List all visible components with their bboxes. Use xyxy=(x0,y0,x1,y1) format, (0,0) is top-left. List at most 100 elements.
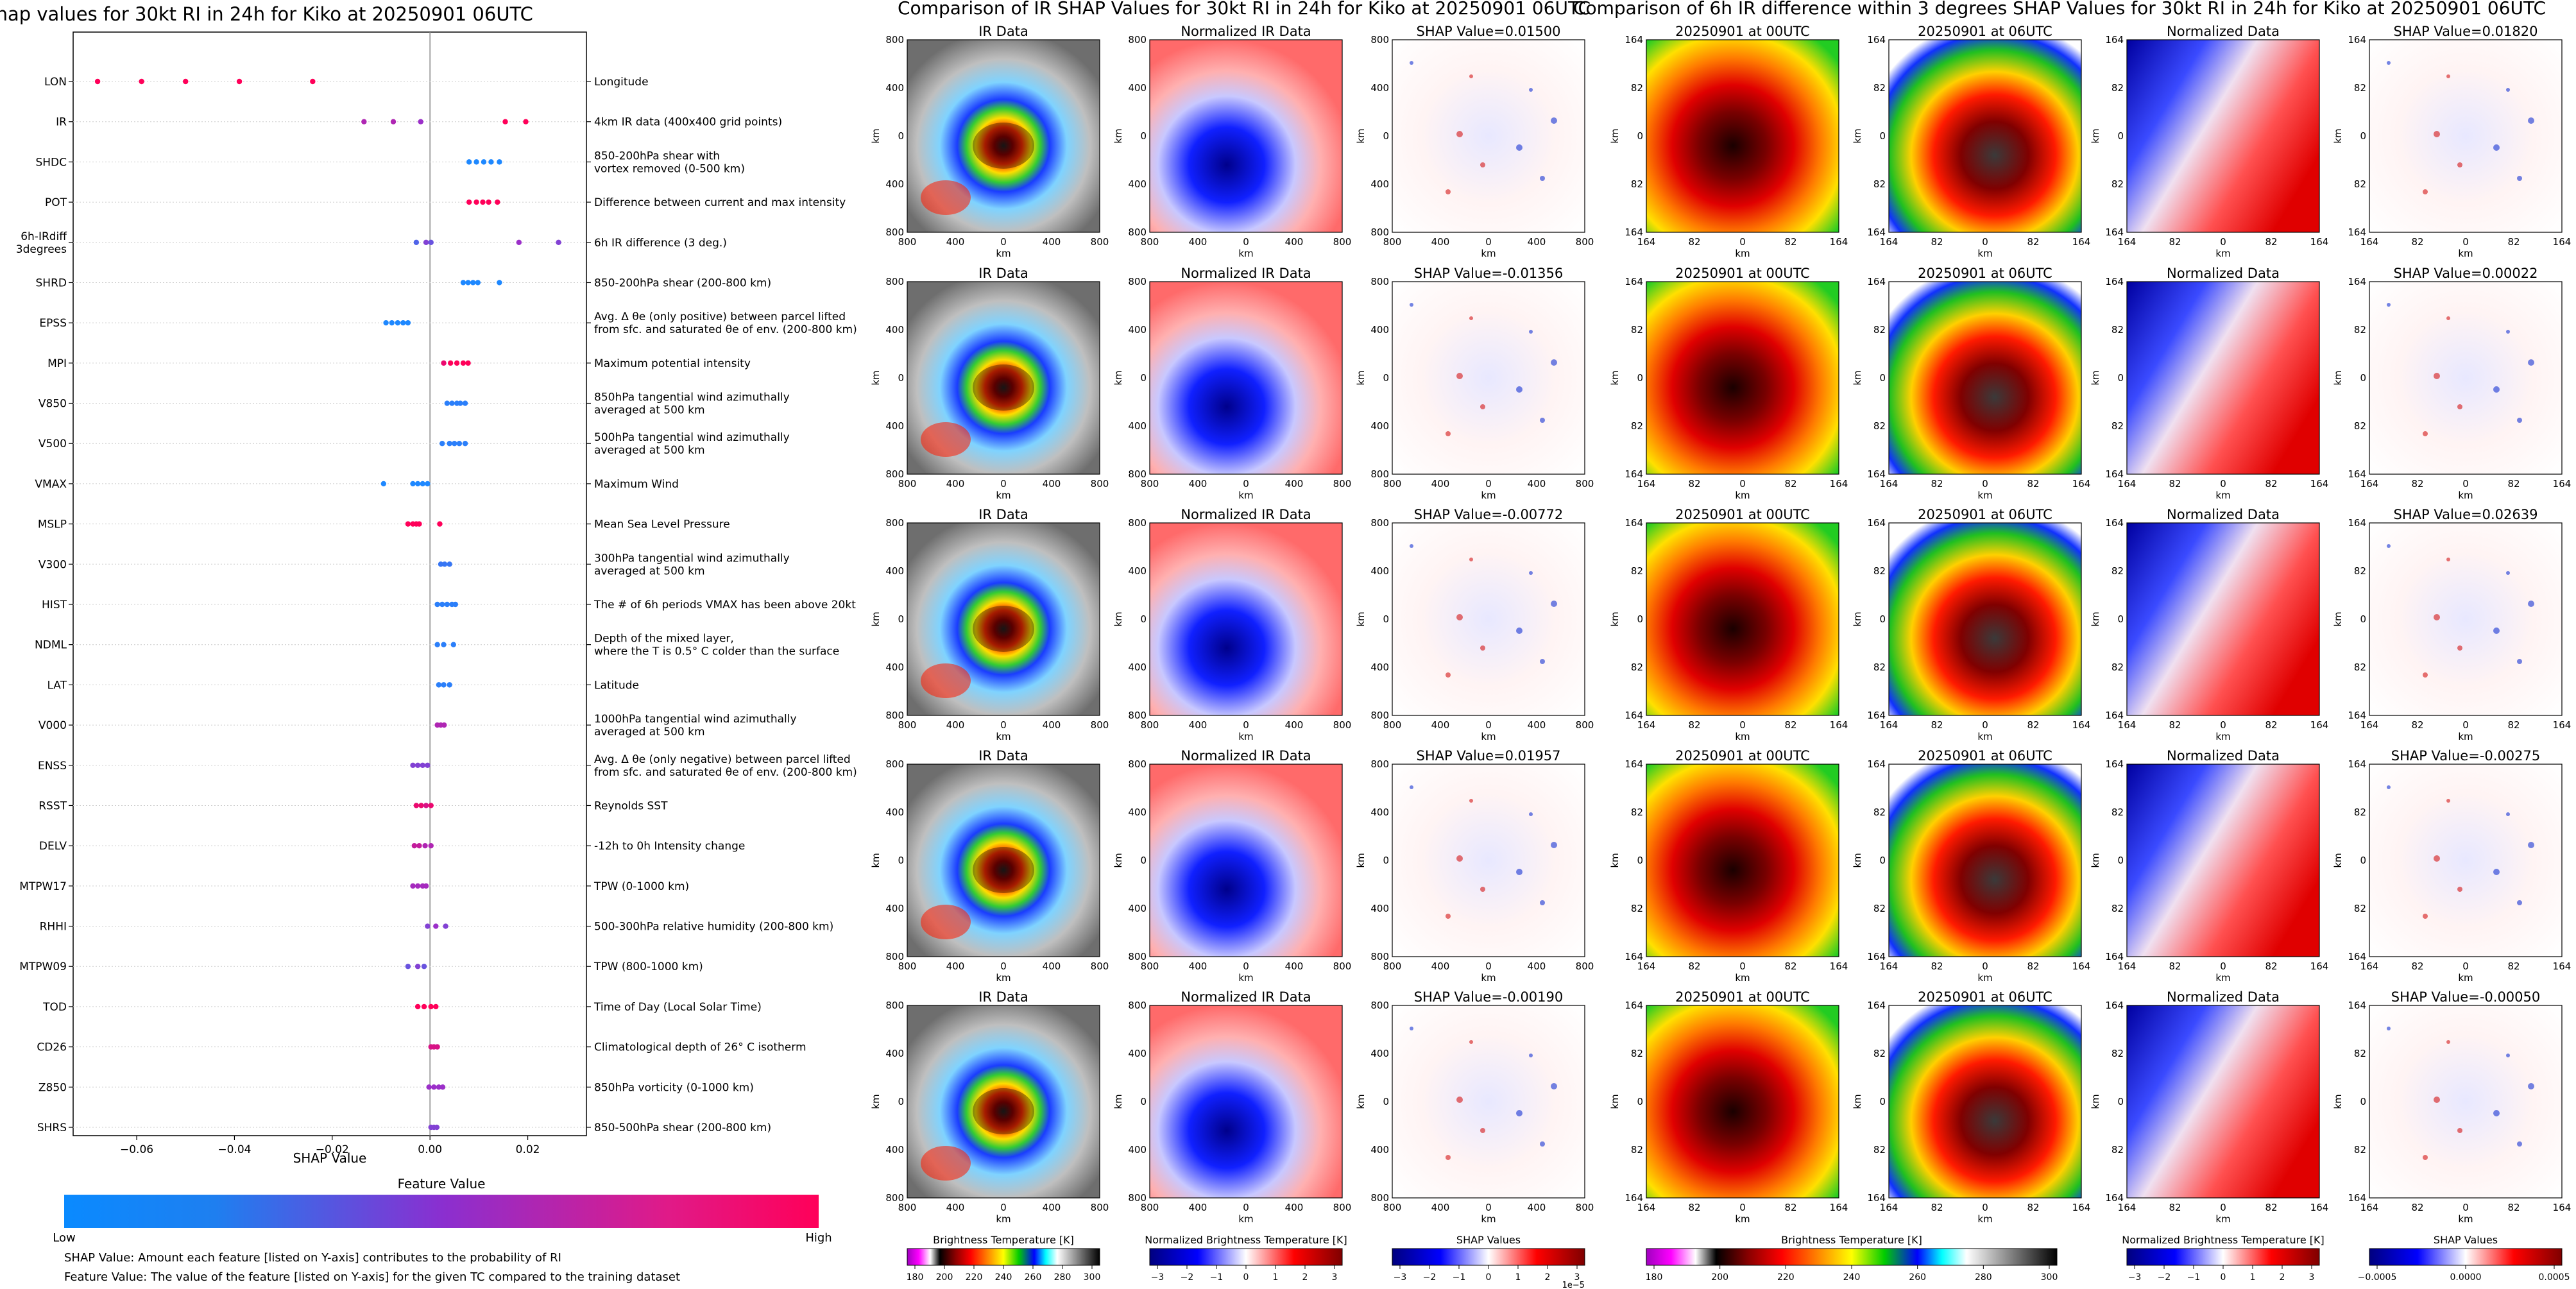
x-axis-label: km xyxy=(1238,972,1253,984)
y-tick-label: 800 xyxy=(1370,34,1389,46)
feature-row-mtpw09: MTPW09 TPW (800-1000 km) xyxy=(19,960,703,973)
y-tick-label: 164 xyxy=(1625,517,1643,529)
shap-speck xyxy=(1551,601,1557,607)
x-tick-label: 400 xyxy=(946,1202,965,1213)
colorbar-tick-label: 2 xyxy=(1545,1272,1551,1283)
y-axis-label: km xyxy=(2090,1094,2101,1109)
panel-title: 20250901 at 06UTC xyxy=(1918,507,2052,522)
x-tick-label: 164 xyxy=(2360,1202,2379,1213)
image-panel: SHAP Value=-0.00190800800400400004004008… xyxy=(1355,989,1594,1225)
x-tick-label: 0 xyxy=(2462,1202,2469,1213)
x-tick-label: 82 xyxy=(2169,236,2181,248)
shap-speck xyxy=(1469,558,1473,561)
y-tick-label: 400 xyxy=(885,565,904,577)
y-tick-label: 82 xyxy=(1873,1144,1886,1156)
y-tick-label: 82 xyxy=(2354,807,2366,818)
x-tick-label: 82 xyxy=(2507,236,2520,248)
x-axis-label: km xyxy=(1977,731,1992,742)
colorbar-high-label: High xyxy=(805,1231,832,1245)
y-axis-label: km xyxy=(1355,853,1367,867)
feature-description-label: Avg. Δ θe (only positive) between parcel… xyxy=(594,311,857,336)
y-axis-label: km xyxy=(1113,1094,1124,1109)
feature-name-label: LAT xyxy=(47,679,67,692)
panel-image xyxy=(1149,1005,1343,1199)
y-tick-label: 82 xyxy=(2111,1048,2124,1059)
x-tick-label: 164 xyxy=(1637,1202,1656,1213)
image-panel: 20250901 at 00UTC1641648282008282164164k… xyxy=(1609,266,1848,501)
panel-title: SHAP Value=0.02639 xyxy=(2394,507,2538,522)
panel-title: Normalized IR Data xyxy=(1181,989,1311,1005)
colorbar-label: SHAP Values xyxy=(1456,1234,1521,1246)
x-tick-label: 82 xyxy=(1688,236,1700,248)
x-tick-label: 82 xyxy=(1931,236,1943,248)
shap-speck xyxy=(1456,855,1463,862)
x-axis-label: km xyxy=(996,490,1011,501)
x-tick-label: 82 xyxy=(2507,719,2520,731)
convection-band xyxy=(921,180,971,215)
y-tick-label: 800 xyxy=(1370,1192,1389,1204)
y-tick-label: 0 xyxy=(1637,130,1643,142)
x-axis-label: km xyxy=(2458,1213,2473,1225)
x-tick-label: 0 xyxy=(1982,960,1988,972)
shap-point xyxy=(389,320,395,326)
x-axis-label: km xyxy=(1977,248,1992,259)
shap-speck xyxy=(1456,131,1463,137)
y-tick-label: 800 xyxy=(885,276,904,287)
x-tick-label: 164 xyxy=(2553,719,2572,731)
feature-description-label: Depth of the mixed layer, where the T is … xyxy=(594,633,839,658)
shap-speck xyxy=(2506,1054,2510,1057)
panel-title: IR Data xyxy=(978,989,1028,1005)
shap-point xyxy=(437,521,443,527)
x-tick-label: 82 xyxy=(1784,1202,1796,1213)
x-axis-label: km xyxy=(1238,490,1253,501)
y-tick-label: 0 xyxy=(2360,372,2366,384)
x-axis-label: km xyxy=(1238,731,1253,742)
shap-point xyxy=(465,280,471,286)
x-tick-label: 0 xyxy=(2220,1202,2226,1213)
shap-speck xyxy=(1516,144,1523,151)
feature-row-vmax: VMAX Maximum Wind xyxy=(35,478,678,491)
shap-point xyxy=(428,842,434,849)
ir-comparison-title: Comparison of IR SHAP Values for 30kt RI… xyxy=(898,0,1591,19)
y-tick-label: 82 xyxy=(2111,420,2124,432)
panel-image xyxy=(1646,39,1839,233)
x-tick-label: 164 xyxy=(2072,1202,2091,1213)
x-tick-label: 0 xyxy=(1739,960,1746,972)
panel-image xyxy=(1888,39,2082,233)
x-tick-label: 82 xyxy=(1931,1202,1943,1213)
y-axis-label: km xyxy=(870,611,882,626)
y-tick-label: 0 xyxy=(1637,855,1643,866)
feature-name-label: VMAX xyxy=(35,478,67,491)
x-tick-label: 164 xyxy=(2118,236,2137,248)
feature-row-lat: LAT Latitude xyxy=(47,679,639,692)
storm-core xyxy=(973,1088,1034,1134)
shap-speck xyxy=(2387,785,2391,789)
x-tick-label: 400 xyxy=(1285,719,1304,731)
colorbar-tick-label: 300 xyxy=(1084,1272,1101,1283)
shap-speck xyxy=(1551,359,1557,366)
y-tick-label: 164 xyxy=(1867,468,1886,480)
panel-image xyxy=(1888,522,2082,716)
feature-description-label: 850hPa tangential wind azimuthally averag… xyxy=(594,391,790,417)
shap-point xyxy=(418,803,424,808)
x-axis-label: km xyxy=(996,248,1011,259)
x-tick-label: 800 xyxy=(1091,478,1109,490)
shap-point xyxy=(416,842,422,849)
shap-point xyxy=(414,762,421,768)
x-tick-label: 0 xyxy=(1243,236,1249,248)
shap-speck xyxy=(2528,842,2534,848)
x-tick-label: 400 xyxy=(1431,1202,1450,1213)
y-tick-label: 164 xyxy=(1625,226,1643,238)
y-axis-label: km xyxy=(1355,1094,1367,1109)
y-tick-label: 82 xyxy=(1631,565,1643,577)
y-axis-label: km xyxy=(870,370,882,385)
image-panel: SHAP Value=-0.01356800800400400004004008… xyxy=(1355,266,1594,501)
footnote-feature: Feature Value: The value of the feature … xyxy=(64,1270,680,1284)
shap-point xyxy=(466,159,472,165)
panel-title: Normalized IR Data xyxy=(1181,507,1311,522)
x-tick-label: 800 xyxy=(1141,236,1159,248)
y-tick-label: 800 xyxy=(885,1192,904,1204)
y-axis-label: km xyxy=(1609,611,1621,626)
